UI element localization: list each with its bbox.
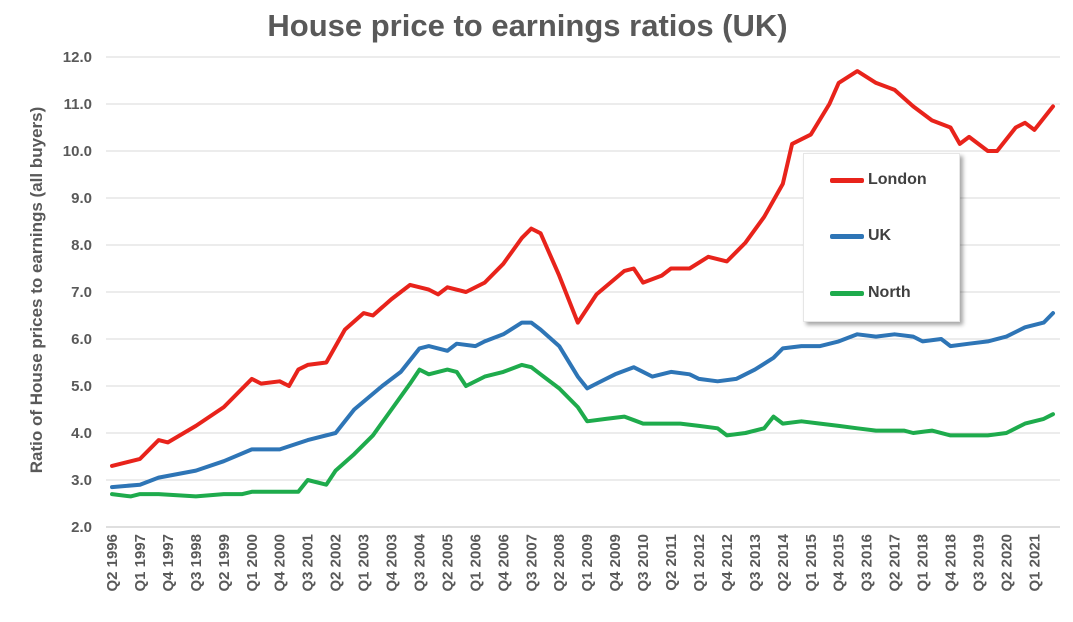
x-tick-label: Q2 2005 xyxy=(439,534,456,592)
y-axis-ticks: 2.0 3.0 4.0 5.0 6.0 7.0 8.0 9.0 10.0 11.0 12.0 xyxy=(63,49,92,536)
y-tick-label: 10.0 xyxy=(63,143,92,160)
x-tick-label: Q1 2006 xyxy=(467,534,484,592)
x-tick-label: Q3 2019 xyxy=(970,534,987,592)
x-tick-label: Q3 1998 xyxy=(188,534,205,592)
legend-label-north: North xyxy=(868,284,911,301)
legend-item-uk: UK xyxy=(830,226,891,246)
legend-item-north: North xyxy=(830,283,911,303)
x-tick-label: Q4 2003 xyxy=(384,534,401,592)
x-tick-label: Q1 2003 xyxy=(356,534,373,592)
x-tick-label: Q1 2009 xyxy=(579,534,596,592)
y-tick-label: 4.0 xyxy=(71,425,92,442)
y-tick-label: 2.0 xyxy=(71,519,92,536)
x-tick-label: Q2 1996 xyxy=(104,534,121,592)
x-tick-label: Q4 2000 xyxy=(272,534,289,592)
x-tick-label: Q1 2000 xyxy=(244,534,261,592)
x-tick-label: Q4 1997 xyxy=(160,534,177,592)
y-axis-label: Ratio of House prices to earnings (all b… xyxy=(27,107,46,474)
y-tick-label: 6.0 xyxy=(71,331,92,348)
chart-title: House price to earnings ratios (UK) xyxy=(267,8,788,43)
x-tick-label: Q2 2008 xyxy=(551,534,568,592)
legend-label-uk: UK xyxy=(868,227,892,244)
x-tick-label: Q2 2014 xyxy=(775,533,792,591)
x-tick-label: Q3 2013 xyxy=(747,534,764,592)
x-tick-label: Q4 2006 xyxy=(495,534,512,592)
x-tick-label: Q1 2021 xyxy=(1026,534,1043,592)
x-tick-label: Q4 2015 xyxy=(831,534,848,592)
x-tick-label: Q4 2018 xyxy=(943,534,960,592)
x-tick-label: Q1 2012 xyxy=(691,534,708,592)
y-tick-label: 5.0 xyxy=(71,378,92,395)
x-tick-label: Q2 2020 xyxy=(998,534,1015,592)
y-tick-label: 9.0 xyxy=(71,190,92,207)
y-tick-label: 8.0 xyxy=(71,237,92,254)
legend-swatch-uk xyxy=(830,233,864,239)
y-tick-label: 3.0 xyxy=(71,472,92,489)
x-tick-label: Q3 2010 xyxy=(635,534,652,592)
x-tick-label: Q3 2004 xyxy=(411,533,428,591)
legend-swatch-london xyxy=(830,177,864,183)
series-line-north xyxy=(110,362,1055,499)
x-tick-label: Q3 2016 xyxy=(859,534,876,592)
x-tick-label: Q2 2002 xyxy=(328,534,345,592)
legend: London UK North xyxy=(803,153,960,322)
series-line-uk xyxy=(110,311,1055,490)
x-tick-label: Q1 2018 xyxy=(915,534,932,592)
gridlines xyxy=(106,56,1060,528)
x-tick-label: Q1 2015 xyxy=(803,534,820,592)
x-axis-ticks: Q2 1996 Q1 1997 Q4 1997 Q3 1998 Q2 1999 Q1 20… xyxy=(104,533,1043,591)
series-lines xyxy=(110,69,1055,499)
x-tick-label: Q3 2007 xyxy=(523,534,540,592)
x-tick-label: Q4 2009 xyxy=(607,534,624,592)
legend-swatch-north xyxy=(830,290,864,296)
x-tick-label: Q2 1999 xyxy=(216,534,233,592)
x-tick-label: Q4 2012 xyxy=(719,534,736,592)
x-tick-label: Q2 2017 xyxy=(887,534,904,592)
x-tick-label: Q3 2001 xyxy=(300,534,317,592)
x-tick-label: Q1 1997 xyxy=(132,534,149,592)
legend-label-london: London xyxy=(868,171,927,188)
series-line-london xyxy=(110,69,1055,468)
y-tick-label: 11.0 xyxy=(64,96,92,113)
legend-item-london: London xyxy=(830,170,927,190)
x-tick-label: Q2 2011 xyxy=(663,534,680,591)
y-tick-label: 12.0 xyxy=(63,49,92,66)
y-tick-label: 7.0 xyxy=(71,284,92,301)
